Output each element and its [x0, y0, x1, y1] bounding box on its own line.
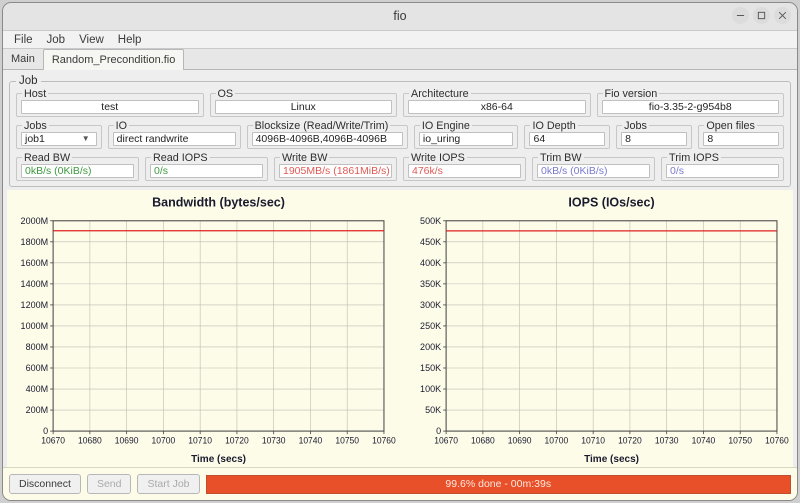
svg-text:400K: 400K [420, 258, 441, 268]
svg-text:1600M: 1600M [21, 258, 49, 268]
svg-text:10740: 10740 [692, 435, 716, 445]
svg-text:50K: 50K [425, 405, 441, 415]
svg-text:1200M: 1200M [21, 300, 49, 310]
svg-text:250K: 250K [420, 321, 441, 331]
svg-text:10720: 10720 [225, 435, 249, 445]
svg-text:1000M: 1000M [21, 321, 49, 331]
svg-text:200M: 200M [26, 405, 49, 415]
svg-text:10730: 10730 [655, 435, 679, 445]
svg-text:10750: 10750 [728, 435, 752, 445]
svg-text:1800M: 1800M [21, 237, 49, 247]
svg-text:150K: 150K [420, 363, 441, 373]
svg-text:300K: 300K [420, 300, 441, 310]
svg-text:400M: 400M [26, 384, 49, 394]
svg-text:450K: 450K [420, 237, 441, 247]
svg-text:10730: 10730 [262, 435, 286, 445]
svg-text:Time (secs): Time (secs) [584, 454, 639, 465]
svg-text:10680: 10680 [78, 435, 102, 445]
svg-text:10670: 10670 [41, 435, 65, 445]
svg-text:10680: 10680 [471, 435, 495, 445]
svg-text:800M: 800M [26, 342, 49, 352]
svg-text:10710: 10710 [581, 435, 605, 445]
svg-text:2000M: 2000M [21, 216, 49, 226]
svg-text:500K: 500K [420, 216, 441, 226]
svg-text:1400M: 1400M [21, 279, 49, 289]
svg-text:10700: 10700 [545, 435, 569, 445]
svg-text:10710: 10710 [188, 435, 212, 445]
svg-text:10760: 10760 [765, 435, 789, 445]
svg-text:Time (secs): Time (secs) [191, 454, 246, 465]
svg-text:10750: 10750 [335, 435, 359, 445]
svg-text:350K: 350K [420, 279, 441, 289]
svg-text:Bandwidth (bytes/sec): Bandwidth (bytes/sec) [152, 195, 285, 209]
svg-text:10670: 10670 [434, 435, 458, 445]
svg-text:IOPS (IOs/sec): IOPS (IOs/sec) [568, 195, 654, 209]
svg-text:10720: 10720 [618, 435, 642, 445]
svg-text:200K: 200K [420, 342, 441, 352]
svg-text:10690: 10690 [508, 435, 532, 445]
svg-text:100K: 100K [420, 384, 441, 394]
svg-text:10740: 10740 [299, 435, 323, 445]
svg-text:10760: 10760 [372, 435, 396, 445]
svg-text:10690: 10690 [115, 435, 139, 445]
svg-text:600M: 600M [26, 363, 49, 373]
svg-text:10700: 10700 [152, 435, 176, 445]
